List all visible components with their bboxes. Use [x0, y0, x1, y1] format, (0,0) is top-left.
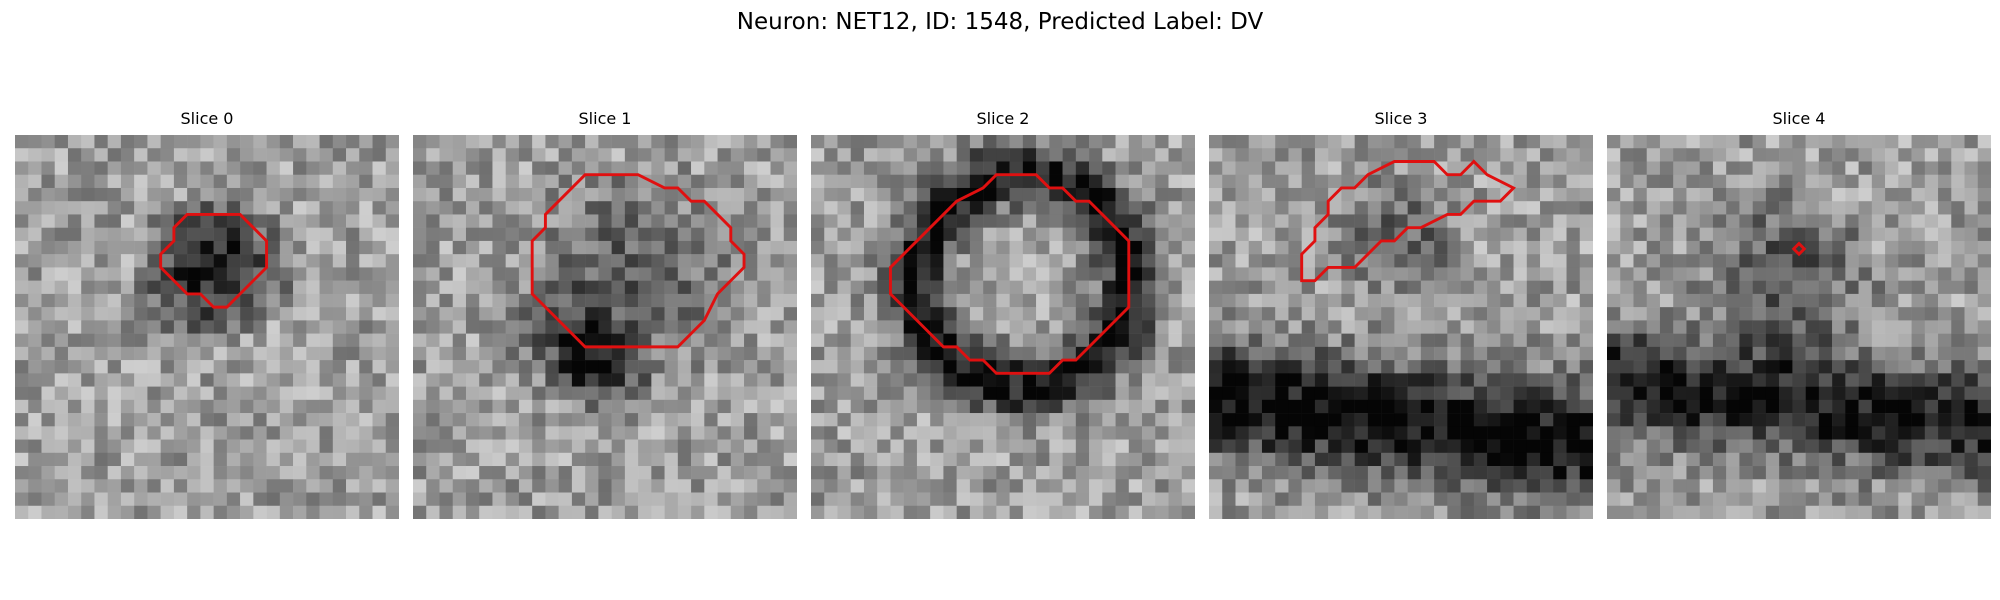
pixel-grid: [811, 135, 1195, 519]
roi-contour: [530, 173, 746, 349]
slice-image-4: [1607, 135, 1991, 519]
slice-title-0: Slice 0: [180, 109, 234, 128]
slice-image-3: [1209, 135, 1593, 519]
roi-contour: [1300, 159, 1517, 283]
pixel-grid: [1209, 135, 1593, 519]
slice-panel-2: Slice 2: [811, 108, 1195, 519]
roi-contour: [888, 173, 1131, 375]
pixel-grid: [15, 135, 399, 519]
slice-panel-3: Slice 3: [1209, 108, 1593, 519]
slice-image-0: [15, 135, 399, 519]
slice-title-1: Slice 1: [578, 109, 632, 128]
slice-title-3: Slice 3: [1374, 109, 1428, 128]
slice-image-1: [413, 135, 797, 519]
slice-panel-4: Slice 4: [1607, 108, 1991, 519]
pixel-grid: [413, 135, 797, 519]
slice-panel-1: Slice 1: [413, 108, 797, 519]
slice-title-2: Slice 2: [976, 109, 1030, 128]
slice-title-4: Slice 4: [1772, 109, 1826, 128]
slice-panel-0: Slice 0: [15, 108, 399, 519]
slice-image-2: [811, 135, 1195, 519]
roi-contour: [1791, 241, 1807, 257]
roi-contour: [159, 212, 269, 309]
figure-title: Neuron: NET12, ID: 1548, Predicted Label…: [736, 9, 1264, 35]
pixel-grid: [1607, 135, 1991, 519]
